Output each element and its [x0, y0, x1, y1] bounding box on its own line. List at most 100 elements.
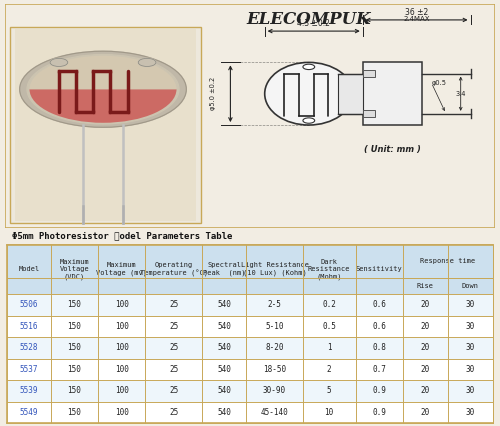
- Text: Dark
Resistance
(Mohm): Dark Resistance (Mohm): [308, 259, 350, 280]
- Text: 25: 25: [169, 365, 178, 374]
- Text: 5506: 5506: [20, 300, 38, 309]
- Text: 2.4MAX: 2.4MAX: [404, 16, 430, 22]
- Text: 25: 25: [169, 343, 178, 352]
- Text: 0.8: 0.8: [372, 343, 386, 352]
- Text: 150: 150: [68, 322, 81, 331]
- Bar: [8, 402, 492, 423]
- Text: 1: 1: [327, 343, 332, 352]
- Text: 540: 540: [217, 408, 231, 417]
- Text: 100: 100: [115, 343, 128, 352]
- Text: 5-10: 5-10: [266, 322, 284, 331]
- Text: 0.6: 0.6: [372, 300, 386, 309]
- Text: 25: 25: [169, 386, 178, 395]
- Text: 30: 30: [466, 300, 475, 309]
- Text: 540: 540: [217, 300, 231, 309]
- Text: Model: Model: [18, 266, 40, 273]
- Text: 5539: 5539: [20, 386, 38, 395]
- Text: 30: 30: [466, 322, 475, 331]
- Wedge shape: [30, 56, 176, 89]
- Text: 30: 30: [466, 365, 475, 374]
- Text: 30: 30: [466, 343, 475, 352]
- Text: 10: 10: [324, 408, 334, 417]
- Circle shape: [20, 51, 186, 127]
- Bar: [338, 74, 362, 114]
- Bar: [8, 316, 492, 337]
- Text: 25: 25: [169, 408, 178, 417]
- Text: 18-50: 18-50: [263, 365, 286, 374]
- Text: 5516: 5516: [20, 322, 38, 331]
- Bar: [362, 110, 375, 117]
- Text: Sensitivity: Sensitivity: [356, 266, 403, 273]
- Text: 100: 100: [115, 365, 128, 374]
- Bar: [15, 29, 196, 221]
- Text: 8-20: 8-20: [266, 343, 284, 352]
- Text: 20: 20: [421, 322, 430, 331]
- Text: 30-90: 30-90: [263, 386, 286, 395]
- Wedge shape: [30, 89, 176, 123]
- Text: 0.9: 0.9: [372, 408, 386, 417]
- Text: ELECOMPUK: ELECOMPUK: [246, 12, 371, 29]
- Text: 2-5: 2-5: [268, 300, 281, 309]
- Text: Down: Down: [462, 283, 478, 289]
- Text: 540: 540: [217, 343, 231, 352]
- Bar: [8, 337, 492, 359]
- Text: ( Unit: mm ): ( Unit: mm ): [364, 145, 420, 154]
- Text: 30: 30: [466, 386, 475, 395]
- Text: 36 ±2: 36 ±2: [405, 8, 428, 17]
- Text: Rise: Rise: [417, 283, 434, 289]
- Circle shape: [138, 58, 156, 66]
- Text: Light Resistance
(10 Lux) (Kohm): Light Resistance (10 Lux) (Kohm): [240, 262, 308, 276]
- Circle shape: [50, 58, 68, 66]
- Text: Operating
Temperature (°C): Operating Temperature (°C): [140, 262, 207, 277]
- Text: 20: 20: [421, 386, 430, 395]
- Text: 0.7: 0.7: [372, 365, 386, 374]
- Text: 150: 150: [68, 408, 81, 417]
- Text: 540: 540: [217, 386, 231, 395]
- Text: Spectral
Peak  (nm): Spectral Peak (nm): [203, 262, 246, 276]
- Text: 20: 20: [421, 343, 430, 352]
- Text: Φ5mm Photoresistor Ⅰodel Parameters Table: Φ5mm Photoresistor Ⅰodel Parameters Tabl…: [12, 231, 232, 240]
- Text: Maximum
Voltage
(VDC): Maximum Voltage (VDC): [60, 259, 89, 280]
- Text: 100: 100: [115, 408, 128, 417]
- Text: 5549: 5549: [20, 408, 38, 417]
- Circle shape: [27, 55, 179, 124]
- Bar: [8, 294, 492, 316]
- Text: 0.2: 0.2: [322, 300, 336, 309]
- Text: 20: 20: [421, 408, 430, 417]
- Bar: [362, 70, 375, 77]
- Circle shape: [303, 118, 314, 123]
- Text: 20: 20: [421, 365, 430, 374]
- Text: 150: 150: [68, 365, 81, 374]
- Text: 100: 100: [115, 322, 128, 331]
- Bar: [8, 359, 492, 380]
- Text: 0.6: 0.6: [372, 322, 386, 331]
- Ellipse shape: [264, 63, 353, 125]
- Text: 5537: 5537: [20, 365, 38, 374]
- Text: 540: 540: [217, 365, 231, 374]
- Text: 0.5: 0.5: [322, 322, 336, 331]
- Text: Maximum
Voltage (mv): Maximum Voltage (mv): [96, 262, 147, 276]
- Bar: [362, 62, 422, 125]
- Text: 20: 20: [421, 300, 430, 309]
- Text: 150: 150: [68, 386, 81, 395]
- Text: 5: 5: [327, 386, 332, 395]
- Text: 100: 100: [115, 386, 128, 395]
- Circle shape: [303, 64, 314, 69]
- Text: 0.9: 0.9: [372, 386, 386, 395]
- Text: 45-140: 45-140: [260, 408, 288, 417]
- Bar: [10, 26, 201, 223]
- Text: 2: 2: [327, 365, 332, 374]
- Text: 25: 25: [169, 322, 178, 331]
- Text: 25: 25: [169, 300, 178, 309]
- Text: φ5.0 ±0.2: φ5.0 ±0.2: [210, 77, 216, 110]
- Text: Response time: Response time: [420, 259, 476, 265]
- Text: 150: 150: [68, 343, 81, 352]
- Text: 100: 100: [115, 300, 128, 309]
- Text: 3.4: 3.4: [456, 91, 466, 97]
- Text: 5528: 5528: [20, 343, 38, 352]
- Text: 30: 30: [466, 408, 475, 417]
- Bar: [8, 380, 492, 402]
- Text: 540: 540: [217, 322, 231, 331]
- Text: 150: 150: [68, 300, 81, 309]
- Bar: [8, 245, 492, 294]
